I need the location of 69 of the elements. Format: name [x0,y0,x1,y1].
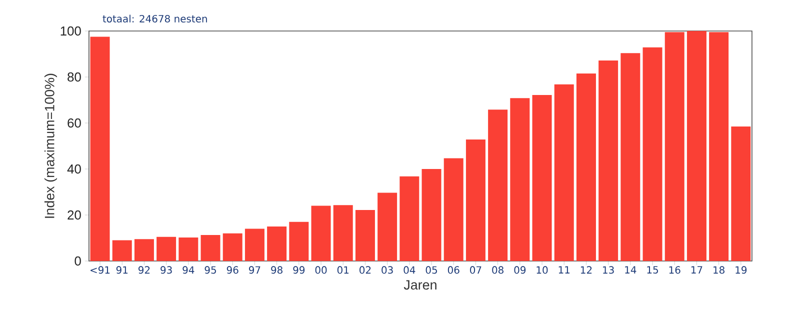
x-tick-label: 09 [514,266,526,274]
x-tick-label: 95 [204,266,216,274]
bar [576,74,596,261]
x-tick-label: 17 [691,266,702,274]
bar [112,240,132,261]
bar [620,53,640,261]
x-tick-label: 03 [382,266,393,274]
x-tick-label: 16 [669,266,680,274]
x-tick-label: 00 [315,266,327,274]
bar [488,110,508,261]
bar [532,94,552,261]
x-tick-label: 12 [580,266,592,274]
bar [267,226,287,261]
bar [244,228,264,261]
y-tick-label: 100 [60,26,81,36]
bar [642,47,662,261]
x-tick-label: 98 [271,266,282,274]
x-tick-label: 11 [558,266,570,274]
x-tick-label: 13 [603,266,614,274]
bar [444,158,464,261]
bar [222,233,242,261]
bar [400,176,420,261]
x-tick-label: 19 [736,266,747,274]
bar [289,222,309,261]
x-tick-label: 18 [714,266,724,274]
x-tick-label: 02 [360,266,371,274]
bar [156,236,176,261]
x-tick-label: 06 [448,266,460,274]
bar [731,126,751,261]
x-tick-label: 97 [248,266,260,274]
y-tick-label: 20 [68,210,81,220]
x-tick-label: 07 [470,266,482,274]
y-tick-label: 0 [74,256,81,266]
bar [664,32,684,261]
bar [333,205,353,261]
bar [90,36,110,261]
y-tick-label: 80 [68,72,81,82]
x-tick-label: 04 [404,266,416,274]
bar [378,192,398,261]
bar [598,60,618,261]
bar [709,32,729,261]
x-tick-label: 10 [536,266,548,274]
x-tick-label: 14 [625,266,636,274]
bar [422,168,442,261]
x-tick-label: <91 [90,266,110,274]
x-tick-label: 05 [426,266,437,274]
bar [510,98,530,261]
bar [686,30,706,261]
bar [355,210,375,261]
bar [554,84,574,261]
x-tick-label: 01 [337,266,349,274]
x-tick-label: 96 [226,266,238,274]
x-axis-title: Jaren [404,280,436,290]
y-tick-label: 40 [67,164,81,174]
bar [200,235,220,261]
x-tick-label: 93 [160,266,172,274]
bar [311,206,331,261]
x-tick-label: 91 [116,266,128,274]
x-tick-label: 99 [293,266,305,274]
bar [466,140,486,261]
chart-title: totaal: 24678 nesten [102,14,207,22]
y-axis-title: Index (maximum=100%) [44,74,57,218]
x-tick-label: 15 [647,266,658,274]
x-tick-label: 94 [182,266,194,274]
x-tick-label: 92 [138,266,150,274]
bar [178,238,198,261]
bar [134,239,154,261]
x-tick-label: 08 [492,266,504,274]
y-tick-label: 60 [68,118,81,128]
